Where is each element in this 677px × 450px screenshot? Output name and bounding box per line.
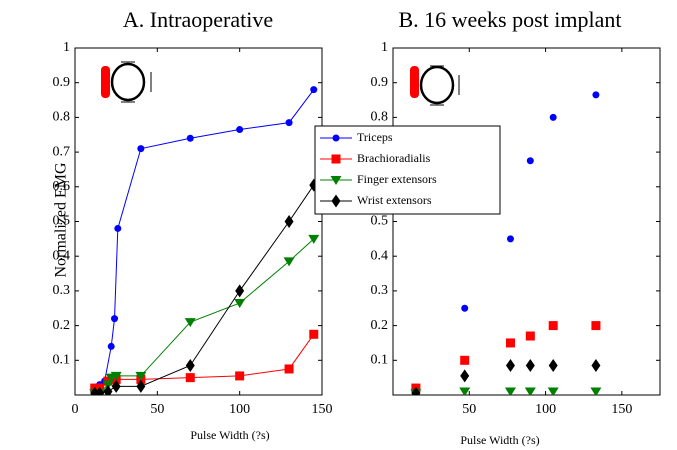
point bbox=[590, 387, 602, 395]
point bbox=[234, 299, 246, 309]
y-tick-label: 0.9 bbox=[371, 75, 389, 90]
point bbox=[459, 387, 471, 395]
x-tick-label: 50 bbox=[462, 402, 476, 417]
point bbox=[114, 224, 122, 232]
point bbox=[185, 359, 195, 373]
y-tick-label: 0.3 bbox=[53, 283, 71, 298]
legend-marker bbox=[330, 176, 342, 185]
x-tick-label: 100 bbox=[229, 402, 250, 417]
y-tick-label: 0.1 bbox=[53, 353, 71, 368]
legend-label: Wrist extensors bbox=[357, 193, 432, 207]
y-axis-label: Normalized EMG bbox=[53, 162, 70, 278]
point bbox=[591, 359, 601, 373]
point bbox=[506, 235, 514, 243]
x-tick-label: 0 bbox=[72, 402, 79, 417]
point bbox=[110, 371, 122, 381]
point bbox=[310, 86, 318, 94]
point bbox=[505, 338, 515, 348]
point bbox=[308, 234, 320, 244]
electrode-icon bbox=[410, 65, 460, 106]
point bbox=[504, 387, 516, 395]
y-tick-label: 0.4 bbox=[371, 248, 389, 263]
series-line bbox=[94, 184, 315, 394]
legend-marker bbox=[332, 134, 340, 142]
chart-title: B. 16 weeks post implant bbox=[398, 7, 621, 32]
y-tick-label: 0.5 bbox=[371, 214, 389, 229]
point bbox=[592, 91, 600, 99]
point bbox=[186, 134, 194, 142]
point bbox=[285, 119, 293, 127]
series-line bbox=[99, 89, 315, 385]
point bbox=[309, 329, 319, 339]
point bbox=[460, 355, 470, 365]
point bbox=[525, 359, 535, 373]
point bbox=[136, 379, 146, 393]
series-line bbox=[94, 333, 315, 389]
point bbox=[185, 373, 195, 383]
point bbox=[137, 145, 145, 153]
x-axis-label: Pulse Width (?s) bbox=[460, 433, 539, 447]
point bbox=[111, 379, 121, 393]
plot-frame bbox=[392, 47, 661, 396]
x-tick-label: 100 bbox=[535, 402, 556, 417]
point bbox=[107, 342, 115, 350]
point bbox=[103, 385, 113, 395]
y-tick-label: 0.3 bbox=[371, 283, 389, 298]
x-tick-label: 150 bbox=[611, 402, 632, 417]
point bbox=[284, 215, 294, 228]
plot-area bbox=[410, 91, 602, 395]
legend-label: Triceps bbox=[357, 130, 393, 144]
point bbox=[95, 386, 105, 395]
point bbox=[235, 371, 245, 381]
point bbox=[135, 371, 147, 381]
point bbox=[461, 304, 469, 312]
y-tick-label: 0.1 bbox=[371, 353, 389, 368]
chart-title: A. Intraoperative bbox=[123, 7, 273, 32]
point bbox=[547, 387, 559, 395]
legend-box bbox=[314, 125, 501, 215]
y-tick-label: 0.4 bbox=[53, 248, 71, 263]
point bbox=[548, 321, 558, 331]
point bbox=[184, 318, 196, 328]
y-tick-label: 0.7 bbox=[53, 144, 71, 159]
plot-area bbox=[89, 86, 320, 395]
y-tick-label: 0.5 bbox=[53, 214, 71, 229]
point bbox=[460, 369, 470, 383]
point bbox=[591, 321, 601, 331]
x-axis-label: Pulse Width (?s) bbox=[190, 428, 269, 442]
point bbox=[549, 113, 557, 121]
point bbox=[505, 359, 515, 373]
y-tick-label: 0.2 bbox=[53, 318, 71, 333]
point bbox=[526, 157, 534, 165]
y-tick-label: 1 bbox=[63, 40, 70, 55]
point bbox=[411, 386, 421, 395]
x-tick-label: 50 bbox=[150, 402, 164, 417]
point bbox=[548, 359, 558, 373]
point bbox=[111, 315, 119, 323]
point bbox=[284, 364, 294, 374]
legend-marker bbox=[331, 154, 341, 164]
y-tick-label: 0.8 bbox=[371, 110, 389, 125]
series-line bbox=[94, 238, 315, 394]
electrode-icon bbox=[101, 61, 152, 103]
point bbox=[525, 331, 535, 341]
legend-marker bbox=[331, 194, 341, 208]
y-tick-label: 0.2 bbox=[371, 318, 389, 333]
legend-label: Finger extensors bbox=[357, 172, 437, 186]
point bbox=[524, 387, 536, 395]
y-tick-label: 0.8 bbox=[53, 110, 71, 125]
point bbox=[236, 126, 244, 134]
legend-label: Brachioradialis bbox=[357, 151, 431, 165]
y-tick-label: 0.6 bbox=[53, 179, 71, 194]
point bbox=[235, 284, 245, 298]
y-tick-label: 0.9 bbox=[53, 75, 71, 90]
x-tick-label: 150 bbox=[312, 402, 333, 417]
y-tick-label: 1 bbox=[381, 40, 388, 55]
point bbox=[283, 257, 295, 267]
